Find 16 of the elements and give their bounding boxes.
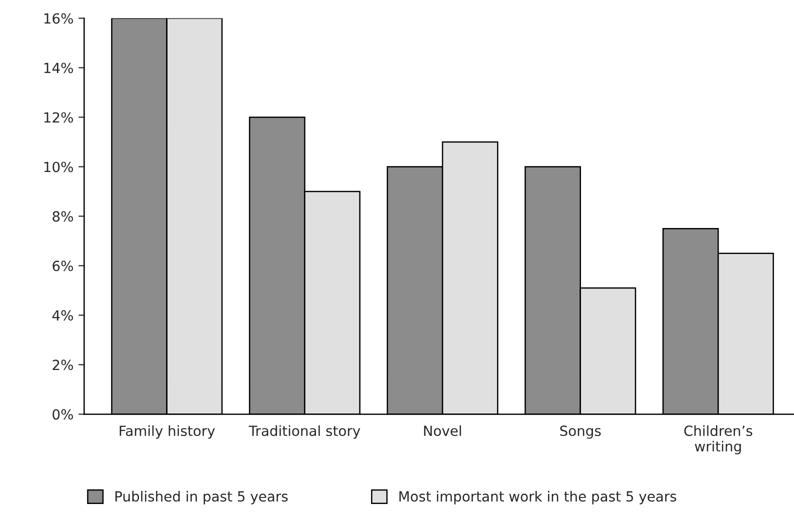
y-tick-label: 12% bbox=[44, 112, 73, 123]
x-tick-label: Songs bbox=[560, 426, 601, 439]
legend-label: Published in past 5 years bbox=[115, 490, 288, 504]
y-tick-label: 16% bbox=[44, 13, 73, 24]
x-tick-label: Children’s writing bbox=[684, 425, 752, 454]
y-tick-label: 6% bbox=[52, 260, 73, 272]
x-tick-label: Family history bbox=[120, 425, 215, 439]
y-tick-label: 0% bbox=[52, 409, 73, 420]
x-tick-label: Novel bbox=[424, 425, 461, 436]
y-tick-label: 8% bbox=[52, 211, 73, 222]
legend-label: Most important work in the past 5 years bbox=[399, 490, 676, 504]
y-tick-label: 4% bbox=[52, 310, 73, 321]
y-tick-label: 2% bbox=[52, 360, 73, 370]
y-tick-label: 10% bbox=[44, 162, 73, 172]
y-tick-label: 14% bbox=[44, 62, 73, 74]
x-tick-label: Traditional story bbox=[248, 425, 360, 439]
